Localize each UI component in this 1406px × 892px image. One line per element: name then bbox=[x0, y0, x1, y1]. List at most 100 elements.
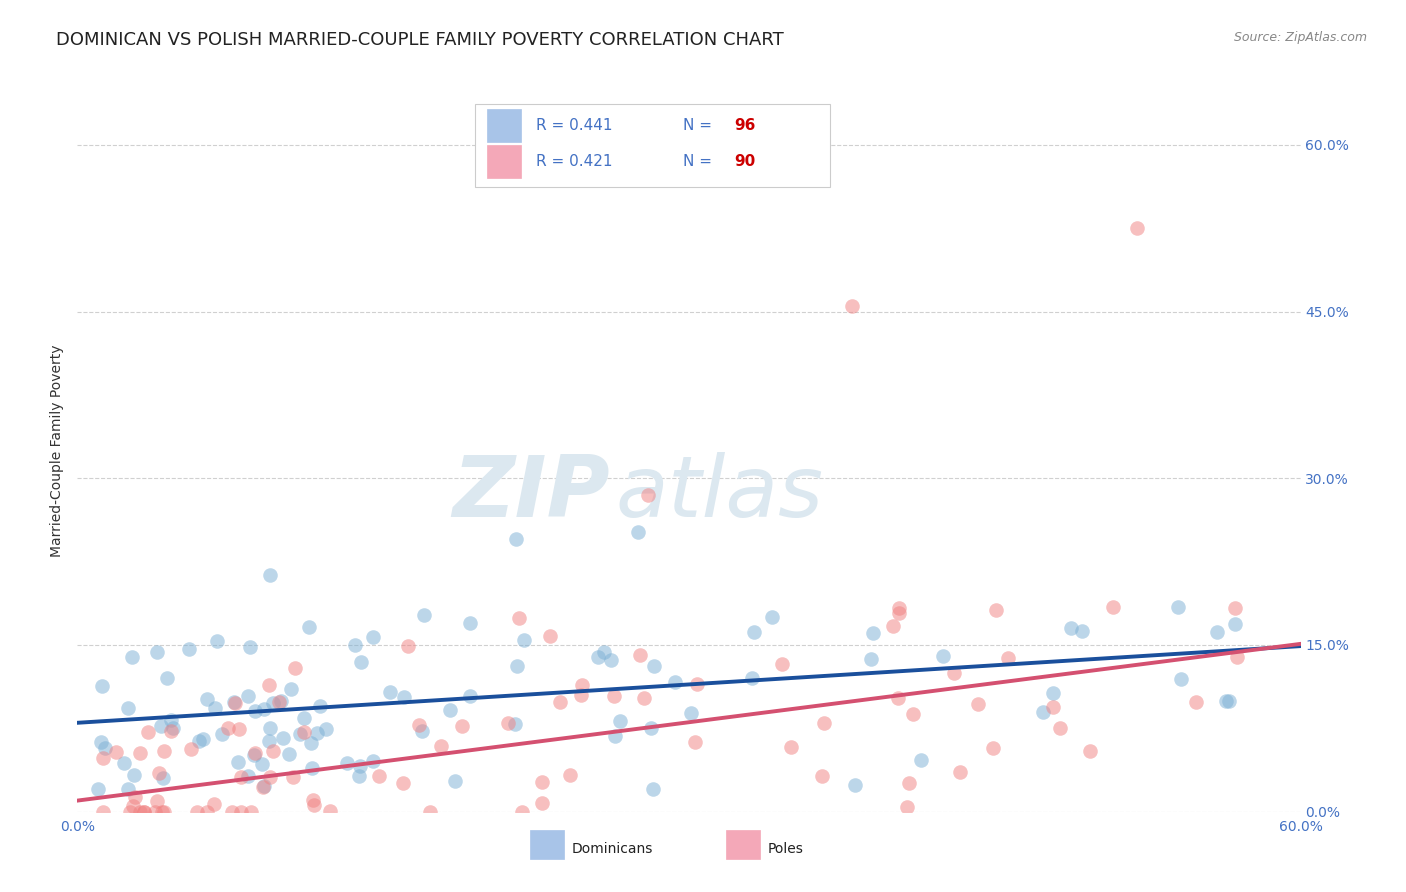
Point bbox=[187, 734, 209, 748]
Point bbox=[270, 694, 292, 708]
Point bbox=[262, 743, 284, 757]
Point bbox=[1170, 672, 1192, 686]
Point bbox=[813, 716, 835, 731]
Point bbox=[571, 678, 593, 692]
Point bbox=[458, 616, 481, 631]
Point bbox=[162, 721, 184, 735]
Point bbox=[686, 677, 709, 691]
Point bbox=[117, 700, 139, 714]
Point bbox=[145, 645, 167, 659]
Point bbox=[569, 688, 592, 702]
Point bbox=[153, 805, 176, 819]
Point bbox=[1205, 625, 1227, 640]
Point bbox=[378, 685, 401, 699]
Point bbox=[118, 805, 141, 819]
Point bbox=[603, 690, 626, 704]
Text: Poles: Poles bbox=[768, 842, 803, 856]
Point bbox=[245, 704, 267, 718]
Point bbox=[281, 770, 304, 784]
Point bbox=[292, 725, 315, 739]
Point bbox=[239, 640, 262, 654]
Point bbox=[886, 691, 908, 706]
Point bbox=[262, 696, 284, 710]
Point bbox=[496, 715, 519, 730]
Text: 90: 90 bbox=[734, 154, 755, 169]
Point bbox=[1078, 744, 1101, 758]
Point bbox=[195, 805, 218, 819]
Point bbox=[148, 765, 170, 780]
Point bbox=[887, 601, 910, 615]
Point bbox=[1167, 599, 1189, 614]
Point bbox=[780, 739, 803, 754]
Point bbox=[593, 645, 616, 659]
Point bbox=[398, 639, 420, 653]
Point bbox=[259, 678, 281, 692]
Point bbox=[308, 699, 330, 714]
Point bbox=[1223, 601, 1246, 615]
Point bbox=[1042, 700, 1064, 714]
Point bbox=[301, 761, 323, 775]
Point bbox=[1031, 705, 1053, 719]
Point bbox=[243, 748, 266, 763]
Point bbox=[643, 782, 665, 797]
Point bbox=[1101, 600, 1123, 615]
Point bbox=[307, 726, 329, 740]
Point bbox=[91, 805, 114, 819]
Point bbox=[770, 657, 793, 671]
Point bbox=[350, 655, 373, 669]
Point bbox=[896, 800, 918, 814]
Point bbox=[211, 727, 233, 741]
Point bbox=[741, 672, 763, 686]
Point bbox=[259, 722, 281, 736]
Point bbox=[160, 724, 183, 739]
Point bbox=[243, 746, 266, 760]
Point bbox=[505, 533, 527, 547]
Point bbox=[531, 774, 554, 789]
Point bbox=[412, 608, 434, 623]
Point bbox=[512, 805, 534, 819]
Point bbox=[503, 717, 526, 731]
Point bbox=[302, 793, 325, 807]
Point bbox=[278, 747, 301, 761]
Point bbox=[193, 731, 215, 746]
Point bbox=[862, 626, 884, 640]
Point bbox=[259, 568, 281, 582]
Point bbox=[1218, 694, 1240, 708]
Point bbox=[217, 721, 239, 735]
Point bbox=[889, 607, 911, 621]
Point bbox=[336, 756, 359, 770]
Point bbox=[156, 672, 179, 686]
Point bbox=[160, 714, 183, 728]
Point bbox=[901, 706, 924, 721]
Point bbox=[132, 805, 155, 819]
Point bbox=[343, 638, 366, 652]
Point bbox=[221, 805, 243, 819]
Point bbox=[1215, 694, 1237, 708]
Point bbox=[259, 770, 281, 784]
Point bbox=[271, 731, 294, 745]
Point bbox=[202, 797, 225, 812]
Point bbox=[408, 718, 430, 732]
Point bbox=[1071, 624, 1094, 638]
Point bbox=[152, 771, 174, 785]
Point bbox=[150, 719, 173, 733]
Point bbox=[411, 723, 433, 738]
Point bbox=[94, 740, 117, 755]
Point bbox=[128, 805, 150, 819]
Point bbox=[349, 759, 371, 773]
Point bbox=[177, 641, 200, 656]
Bar bbox=[486, 145, 522, 178]
Point bbox=[548, 695, 571, 709]
Point bbox=[132, 805, 155, 819]
Point bbox=[531, 796, 554, 810]
Point bbox=[288, 727, 311, 741]
Point bbox=[429, 739, 451, 753]
Point bbox=[633, 690, 655, 705]
Point bbox=[231, 770, 253, 784]
Point bbox=[361, 630, 384, 644]
Text: Dominicans: Dominicans bbox=[571, 842, 652, 856]
Point bbox=[122, 768, 145, 782]
Point bbox=[349, 769, 371, 783]
Point bbox=[153, 744, 176, 758]
Point bbox=[508, 611, 530, 625]
